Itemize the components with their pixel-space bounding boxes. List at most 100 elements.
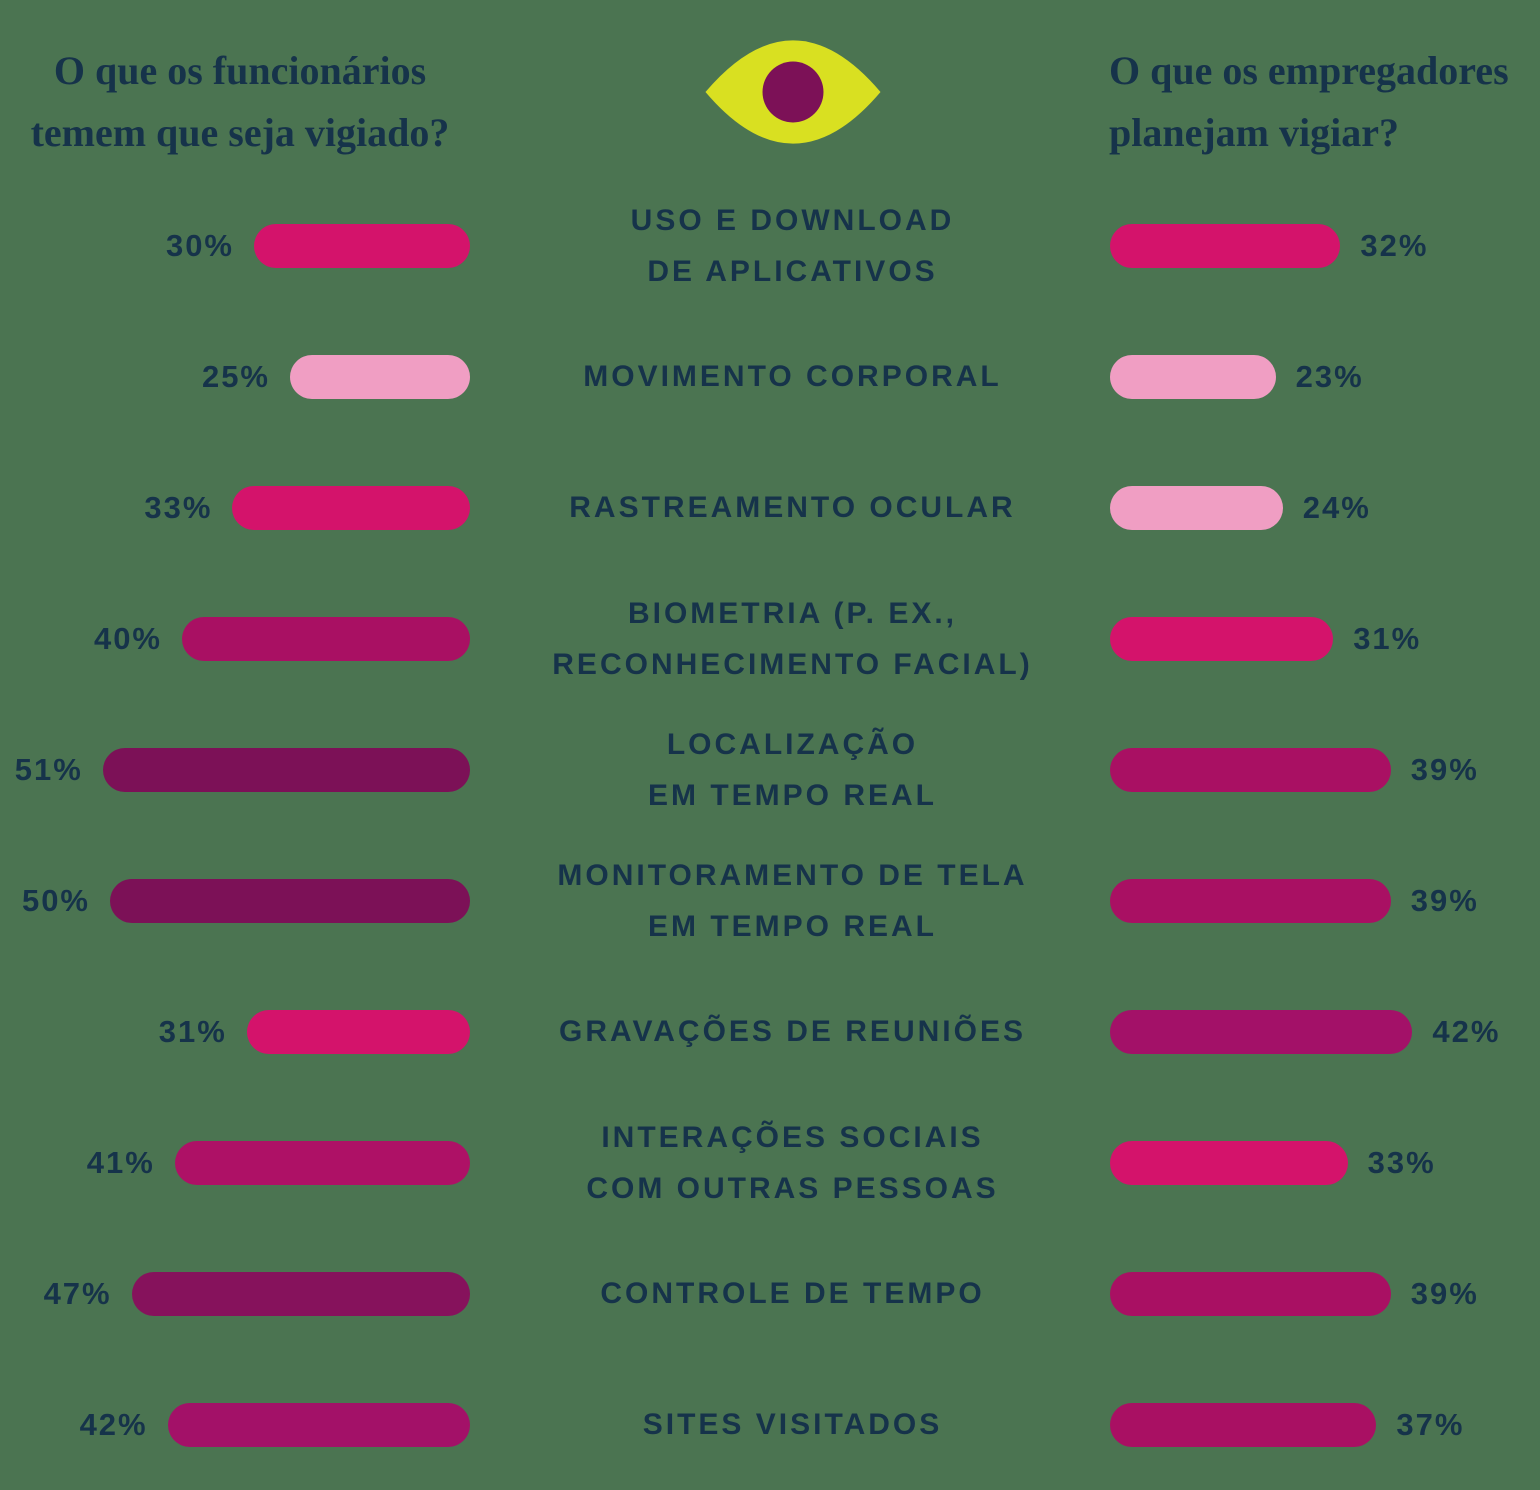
category-label-line: COM OUTRAS PESSOAS <box>586 1171 999 1205</box>
employees-bar-cell: 47% <box>0 1271 480 1316</box>
category-label-line: GRAVAÇÕES DE REUNIÕES <box>559 1015 1026 1048</box>
category-label-line: BIOMETRIA (P. EX., <box>627 596 958 630</box>
employees-value-label: 31% <box>158 1013 227 1049</box>
employers-bar-cell: 24% <box>1105 485 1540 530</box>
employers-value-label: 23% <box>1295 358 1364 394</box>
employees-bar-cell: 31% <box>0 1009 480 1054</box>
employers-value-label: 24% <box>1302 489 1371 525</box>
chart-row: 31% GRAVAÇÕES DE REUNIÕES 42% <box>0 966 1540 1097</box>
category-label: USO E DOWNLOAD DE APLICATIVOS <box>631 195 955 297</box>
left-title-line-1: O que os funcionários <box>53 48 427 93</box>
employers-bar-cell: 32% <box>1105 223 1540 268</box>
employees-value-label: 25% <box>201 358 270 394</box>
employers-value-label: 42% <box>1432 1013 1501 1049</box>
chart-row: 40% BIOMETRIA (P. EX., RECONHECIMENTO FACI… <box>0 573 1540 704</box>
employees-bar-cell: 40% <box>0 616 480 661</box>
employees-bar-cell: 25% <box>0 354 480 399</box>
employees-bar-cell: 42% <box>0 1402 480 1447</box>
category-cell: MOVIMENTO CORPORAL <box>480 351 1105 402</box>
category-label: RASTREAMENTO OCULAR <box>569 482 1015 533</box>
category-label: GRAVAÇÕES DE REUNIÕES <box>559 1006 1026 1057</box>
category-label: LOCALIZAÇÃO EM TEMPO REAL <box>648 719 937 821</box>
category-cell: CONTROLE DE TEMPO <box>480 1268 1105 1319</box>
employers-bar <box>1110 1402 1377 1447</box>
employers-bar <box>1110 616 1334 661</box>
chart-row: 33% RASTREAMENTO OCULAR 24% <box>0 442 1540 573</box>
employees-value-label: 41% <box>86 1144 155 1180</box>
employers-value-label: 39% <box>1410 1275 1479 1311</box>
employees-bar-cell: 41% <box>0 1140 480 1185</box>
category-label-line: DE APLICATIVOS <box>647 254 938 288</box>
employees-bar <box>102 747 470 792</box>
employees-bar-cell: 33% <box>0 485 480 530</box>
chart-row: 50% MONITORAMENTO DE TELA EM TEMPO REAL 39% <box>0 835 1540 966</box>
category-label-line: SITES VISITADOS <box>642 1408 943 1441</box>
category-label-line: MOVIMENTO CORPORAL <box>583 360 1002 393</box>
employers-bar-cell: 42% <box>1105 1009 1540 1054</box>
employers-bar-cell: 39% <box>1105 878 1540 923</box>
chart-rows: 30% USO E DOWNLOAD DE APLICATIVOS 32% 25% MOV… <box>0 180 1540 1490</box>
employees-value-label: 30% <box>165 227 234 263</box>
category-cell: GRAVAÇÕES DE REUNIÕES <box>480 1006 1105 1057</box>
employers-bar-cell: 31% <box>1105 616 1540 661</box>
employers-bar <box>1110 354 1276 399</box>
employers-bar-cell: 39% <box>1105 1271 1540 1316</box>
chart-row: 41% INTERAÇÕES SOCIAIS COM OUTRAS PESSOAS 3… <box>0 1097 1540 1228</box>
employers-bar <box>1110 1271 1391 1316</box>
employers-value-label: 33% <box>1367 1144 1436 1180</box>
category-label-line: EM TEMPO REAL <box>647 778 937 812</box>
chart-row: 51% LOCALIZAÇÃO EM TEMPO REAL 39% <box>0 704 1540 835</box>
right-title-line-2: planejam vigiar? <box>1109 110 1399 155</box>
employers-bar <box>1110 485 1283 530</box>
chart-row: 30% USO E DOWNLOAD DE APLICATIVOS 32% <box>0 180 1540 311</box>
employers-bar-cell: 37% <box>1105 1402 1540 1447</box>
category-label-line: MONITORAMENTO DE TELA <box>557 858 1028 892</box>
category-cell: RASTREAMENTO OCULAR <box>480 482 1105 533</box>
employees-bar-cell: 30% <box>0 223 480 268</box>
category-label-line: RASTREAMENTO OCULAR <box>569 491 1016 524</box>
employers-bar <box>1110 878 1391 923</box>
category-label-line: CONTROLE DE TEMPO <box>600 1277 985 1310</box>
category-cell: USO E DOWNLOAD DE APLICATIVOS <box>480 195 1105 297</box>
employees-bar <box>131 1271 470 1316</box>
category-cell: MONITORAMENTO DE TELA EM TEMPO REAL <box>480 850 1105 952</box>
category-cell: LOCALIZAÇÃO EM TEMPO REAL <box>480 719 1105 821</box>
employees-bar <box>232 485 470 530</box>
employers-value-label: 31% <box>1353 620 1422 656</box>
employees-bar <box>290 354 470 399</box>
employees-value-label: 40% <box>93 620 162 656</box>
employees-value-label: 33% <box>144 489 213 525</box>
employers-bar-cell: 33% <box>1105 1140 1540 1185</box>
right-column-title: O que os empregadores planejam vigiar? <box>1105 0 1540 164</box>
category-label-line: INTERAÇÕES SOCIAIS <box>601 1120 984 1154</box>
employees-bar <box>246 1009 470 1054</box>
employers-bar <box>1110 1140 1348 1185</box>
category-label: BIOMETRIA (P. EX., RECONHECIMENTO FACIAL) <box>552 588 1032 690</box>
employees-value-label: 51% <box>14 751 83 787</box>
right-title-line-1: O que os empregadores <box>1109 48 1509 93</box>
left-column-title: O que os funcionários temem que seja vig… <box>0 0 480 164</box>
category-cell: INTERAÇÕES SOCIAIS COM OUTRAS PESSOAS <box>480 1112 1105 1214</box>
category-label: SITES VISITADOS <box>643 1399 943 1450</box>
category-cell: BIOMETRIA (P. EX., RECONHECIMENTO FACIAL) <box>480 588 1105 690</box>
category-label: MONITORAMENTO DE TELA EM TEMPO REAL <box>557 850 1027 952</box>
employees-bar <box>174 1140 470 1185</box>
employers-value-label: 37% <box>1396 1406 1465 1442</box>
employees-value-label: 42% <box>79 1406 148 1442</box>
category-label: INTERAÇÕES SOCIAIS COM OUTRAS PESSOAS <box>586 1112 998 1214</box>
employees-bar-cell: 50% <box>0 878 480 923</box>
category-label: CONTROLE DE TEMPO <box>600 1268 984 1319</box>
category-cell: SITES VISITADOS <box>480 1399 1105 1450</box>
employees-bar-cell: 51% <box>0 747 480 792</box>
header: O que os funcionários temem que seja vig… <box>0 0 1540 180</box>
employees-value-label: 47% <box>43 1275 112 1311</box>
employees-bar <box>182 616 470 661</box>
employers-bar <box>1110 747 1391 792</box>
employers-bar-cell: 39% <box>1105 747 1540 792</box>
employers-value-label: 39% <box>1410 882 1479 918</box>
category-label-line: EM TEMPO REAL <box>647 909 937 943</box>
category-label-line: RECONHECIMENTO FACIAL) <box>552 647 1033 681</box>
employees-bar <box>167 1402 470 1447</box>
employees-bar <box>110 878 470 923</box>
